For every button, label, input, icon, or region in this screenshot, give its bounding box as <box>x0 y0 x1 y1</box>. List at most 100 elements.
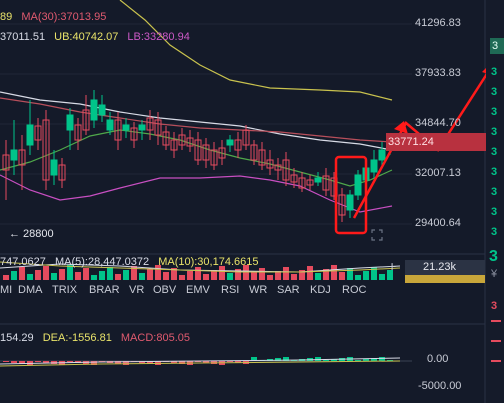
candle-body <box>306 179 314 186</box>
candle-body <box>354 174 362 196</box>
volume-value: 747.0627 <box>0 256 46 268</box>
candle-body <box>266 159 274 169</box>
candle-body <box>2 154 10 171</box>
volume-bar <box>307 266 313 280</box>
macd-histogram-bar <box>235 361 241 363</box>
candle-body <box>106 119 114 131</box>
candle-body <box>74 124 82 141</box>
last-price-fiat: ¥ <box>491 268 498 280</box>
volume-bar <box>275 271 281 280</box>
tab-sar[interactable]: SAR <box>277 284 300 296</box>
candle-body <box>242 129 250 146</box>
tab-dma[interactable]: DMA <box>18 284 43 296</box>
volume-bar <box>187 271 193 280</box>
ma-legend-row: 89 MA(30):37013.95 <box>0 11 106 23</box>
volume-bar <box>283 267 289 280</box>
macd-histogram-bar <box>371 358 377 361</box>
macd-value: MACD:805.05 <box>120 332 190 344</box>
macd-histogram-bar <box>91 361 97 365</box>
tab-mi[interactable]: MI <box>0 284 13 296</box>
candle-body <box>42 119 50 181</box>
candle-body <box>378 149 386 161</box>
candle-body <box>18 149 26 166</box>
dif-line <box>0 357 401 365</box>
expand-icon[interactable] <box>370 228 384 242</box>
dea-line <box>0 360 401 367</box>
tab-roc[interactable]: ROC <box>342 284 367 296</box>
candle-body <box>154 119 162 136</box>
volume-bar <box>315 273 321 280</box>
volume-ma10-line <box>0 261 401 273</box>
volume-bar <box>363 271 369 280</box>
orderbook-price: 3 <box>491 86 498 98</box>
candle-body <box>138 124 146 131</box>
tab-brar[interactable]: BRAR <box>89 284 120 296</box>
orderbook-price: 3 <box>491 126 498 138</box>
candle-body <box>234 139 242 151</box>
macd-histogram-bar <box>179 361 185 364</box>
macd-histogram-bar <box>3 361 9 362</box>
volume-add-button[interactable]: + <box>388 258 397 274</box>
candle-body <box>114 119 122 141</box>
candle-body <box>218 147 226 159</box>
dea-value: DEA:-1556.81 <box>42 332 112 344</box>
candle-body <box>170 139 178 151</box>
volume-bar <box>3 275 9 280</box>
price-axis-label: 29400.64 <box>415 217 461 229</box>
volume-bar <box>91 275 97 280</box>
current-price-tag: 33771.24 <box>386 133 487 151</box>
candle-body <box>322 175 330 191</box>
candle-body <box>282 159 290 181</box>
tab-obv[interactable]: OBV <box>153 284 177 296</box>
volume-bar <box>227 273 233 280</box>
volume-bar <box>387 270 393 280</box>
orderbook-price: 3 <box>491 106 498 118</box>
volume-legend-row: 747.0627 MA(5):28,447.0372 MA(10):30,174… <box>0 256 258 268</box>
candle-body <box>66 114 74 131</box>
volume-bar <box>99 271 105 280</box>
candle-body <box>130 127 138 141</box>
volume-bar <box>51 273 57 280</box>
candle-body <box>274 164 282 171</box>
dif-value: 154.29 <box>0 332 34 344</box>
tab-vr[interactable]: VR <box>129 284 145 296</box>
macd-histogram-bar <box>387 360 393 361</box>
boll-upper-value: UB:40742.07 <box>54 31 119 43</box>
volume-bar <box>219 266 225 280</box>
macd-histogram-bar <box>123 361 129 365</box>
candle-body <box>178 134 186 146</box>
volume-bar <box>179 275 185 280</box>
last-price-large: 3 <box>489 248 498 265</box>
volume-bar <box>107 267 113 280</box>
tab-kdj[interactable]: KDJ <box>310 284 331 296</box>
macd-histogram-bar <box>43 361 49 363</box>
volume-bar <box>267 275 273 280</box>
ma-fragment: 89 <box>0 11 13 23</box>
volume-axis-value: 21.23k <box>423 261 457 273</box>
candle-body <box>186 137 194 147</box>
volume-bar <box>323 269 329 280</box>
price-axis-label: 41296.83 <box>415 17 461 29</box>
tab-wr[interactable]: WR <box>249 284 268 296</box>
volume-bar <box>131 266 137 280</box>
arrow-head <box>394 121 408 134</box>
right-panel-badge-text: 3 <box>492 40 499 52</box>
low-price-marker: ← 28800 <box>9 228 54 240</box>
volume-ma10: MA(10):30,174.6615 <box>158 256 259 268</box>
candle-body <box>226 139 234 146</box>
macd-histogram-bar <box>35 361 41 362</box>
volume-bar <box>251 272 257 280</box>
tab-emv[interactable]: EMV <box>186 284 210 296</box>
volume-bar <box>235 269 241 280</box>
tab-rsi[interactable]: RSI <box>221 284 240 296</box>
volume-bar <box>203 274 209 280</box>
macd-histogram-bar <box>283 357 289 361</box>
candle-body <box>98 104 106 116</box>
orderbook-price: 3 <box>491 166 498 178</box>
macd-histogram-bar <box>115 361 121 364</box>
volume-ma5: MA(5):28,447.0372 <box>54 256 150 268</box>
right-panel: 3 3 3 3 3 3 3 3 3 3 3 ¥ 3 <box>486 0 504 403</box>
volume-bar <box>59 269 65 280</box>
tab-trix[interactable]: TRIX <box>52 284 78 296</box>
